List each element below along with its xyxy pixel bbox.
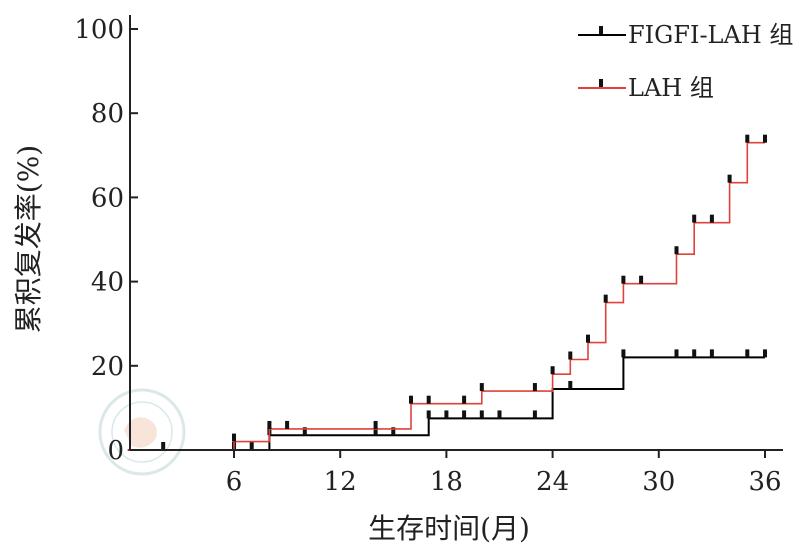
axes-layer: 0 20 40 60 80 100 6 12 18 24 30 36 (74, 15, 783, 497)
censor-mark (497, 410, 502, 419)
legend-label: FIGFI-LAH 组 (628, 21, 793, 49)
censor-mark (462, 395, 467, 404)
y-tick-label: 20 (91, 352, 124, 382)
series-2 (127, 134, 767, 451)
censor-mark (709, 214, 714, 223)
censor-mark (532, 383, 537, 392)
y-axis-title: 累积复发率(%) (12, 145, 45, 333)
legend: FIGFI-LAH 组 LAH 组 (578, 21, 793, 102)
censor-mark (479, 410, 484, 419)
legend-entry-2: LAH 组 (578, 74, 714, 102)
censor-mark (674, 349, 679, 358)
censor-mark (391, 427, 396, 436)
y-tick-label: 0 (107, 436, 124, 466)
censor-mark (745, 349, 750, 358)
censor-mark (373, 427, 378, 436)
censor-mark (603, 294, 608, 303)
y-tick-label: 100 (74, 15, 124, 45)
y-tick-label: 80 (91, 99, 124, 129)
censor-mark (727, 174, 732, 183)
series-line (127, 141, 765, 451)
censor-mark (462, 410, 467, 419)
censor-mark (709, 349, 714, 358)
legend-censor-mark (599, 26, 603, 34)
censor-mark (302, 427, 307, 436)
censor-mark (639, 275, 644, 284)
x-axis-title: 生存时间(月) (368, 512, 530, 545)
y-tick-label: 60 (91, 183, 124, 213)
legend-entry-1: FIGFI-LAH 组 (578, 21, 793, 49)
legend-censor-mark (599, 79, 603, 87)
censor-mark (692, 214, 697, 223)
x-tick-label: 30 (642, 467, 675, 497)
x-tick-label: 24 (536, 467, 569, 497)
censor-mark (249, 442, 254, 450)
censor-mark (568, 351, 573, 360)
x-tick-label: 18 (430, 467, 463, 497)
censor-mark (550, 366, 555, 375)
x-tick-label: 36 (748, 467, 781, 497)
series-layer (127, 134, 767, 451)
censor-mark (621, 349, 626, 358)
censor-mark (444, 410, 449, 419)
series-1 (127, 349, 767, 451)
legend-label: LAH 组 (628, 74, 714, 102)
censor-mark (745, 134, 750, 143)
y-tick-label: 40 (91, 268, 124, 298)
censor-mark (674, 246, 679, 255)
censor-mark (763, 134, 767, 143)
censor-mark (621, 275, 626, 284)
watermark-seal (98, 388, 186, 476)
censor-mark (267, 420, 272, 429)
censor-mark (479, 383, 484, 392)
censor-mark (161, 442, 166, 450)
censor-mark (426, 395, 431, 404)
censor-mark (532, 410, 537, 419)
x-tick-label: 12 (324, 467, 357, 497)
censor-mark (763, 349, 767, 358)
x-tick-label: 6 (226, 467, 243, 497)
censor-mark (409, 395, 413, 404)
censor-mark (692, 349, 697, 358)
censor-mark (285, 420, 290, 429)
censor-mark (232, 433, 236, 442)
censor-mark (568, 380, 573, 389)
series-line (127, 356, 765, 451)
censor-mark (373, 420, 378, 429)
censor-mark (586, 334, 590, 343)
censor-mark (426, 410, 431, 419)
